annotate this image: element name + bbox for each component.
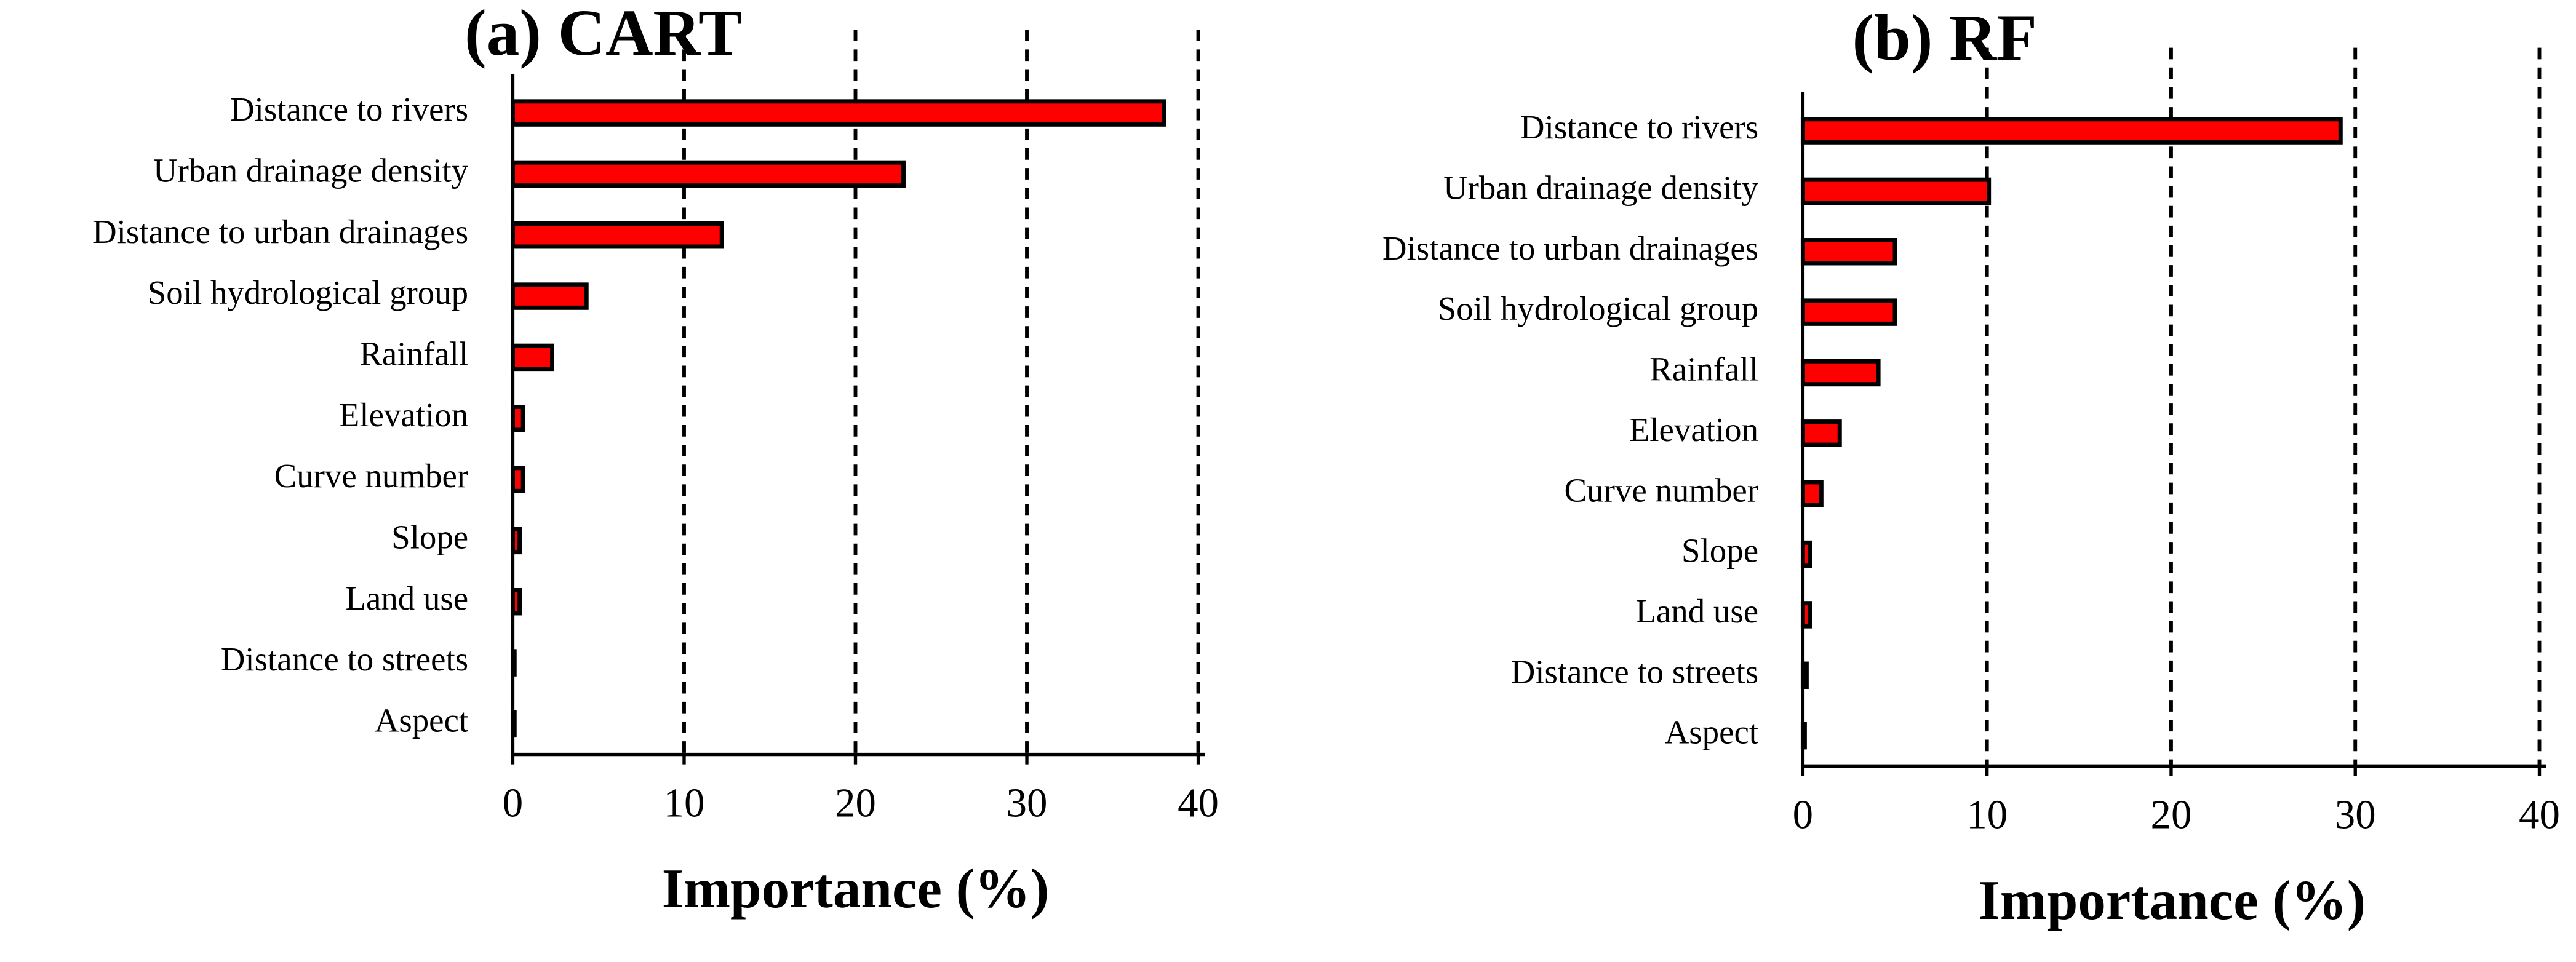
- y-tick-label: Distance to streets: [221, 640, 468, 678]
- bar: [510, 282, 589, 310]
- y-tick-label: Soil hydrological group: [1438, 290, 1758, 327]
- bar: [1800, 480, 1824, 507]
- bar: [1800, 601, 1812, 629]
- y-tick-label: Curve number: [1565, 471, 1759, 509]
- y-tick-label: Urban drainage density: [153, 151, 469, 189]
- y-tick-label: Land use: [345, 579, 468, 617]
- x-tick-label: 0: [1793, 792, 1813, 837]
- chart-title: (a) CART: [465, 0, 742, 70]
- bar: [1800, 540, 1812, 568]
- y-tick-label: Distance to urban drainages: [92, 213, 468, 250]
- y-tick-label: Distance to urban drainages: [1382, 229, 1758, 267]
- y-tick-label: Soil hydrological group: [148, 274, 468, 311]
- x-tick-label: 30: [1007, 781, 1048, 826]
- y-tick-label: Elevation: [1629, 411, 1758, 448]
- y-tick-label: Aspect: [375, 701, 468, 739]
- bar: [510, 405, 525, 432]
- chart-title: (b) RF: [1852, 2, 2036, 74]
- x-tick-label: 20: [2150, 792, 2191, 837]
- bar: [510, 466, 525, 493]
- bar: [1800, 359, 1881, 387]
- bar: [1800, 419, 1842, 447]
- bar: [1800, 298, 1897, 326]
- y-tick-label: Distance to rivers: [230, 90, 468, 128]
- x-tick-label: 40: [1178, 781, 1219, 826]
- y-tick-label: Distance to rivers: [1520, 108, 1758, 146]
- x-axis-label: Importance (%): [662, 857, 1050, 920]
- bar: [1800, 722, 1807, 750]
- y-tick-label: Rainfall: [1649, 351, 1758, 388]
- y-tick-label: Slope: [391, 518, 468, 555]
- y-tick-label: Elevation: [339, 396, 468, 434]
- bar: [510, 710, 517, 738]
- bar: [510, 160, 906, 188]
- x-tick-label: 0: [503, 781, 523, 826]
- bar: [1800, 177, 1992, 205]
- bar: [1800, 117, 2343, 145]
- bar: [510, 99, 1166, 127]
- bar: [510, 343, 555, 372]
- bar: [1800, 238, 1897, 266]
- y-tick-label: Land use: [1635, 592, 1758, 630]
- bar: [510, 588, 522, 616]
- x-tick-label: 40: [2519, 792, 2560, 837]
- x-axis-label: Importance (%): [1978, 869, 2366, 931]
- y-tick-label: Aspect: [1665, 714, 1758, 751]
- y-tick-label: Distance to streets: [1511, 653, 1758, 690]
- y-tick-label: Curve number: [274, 457, 469, 495]
- x-tick-label: 30: [2335, 792, 2376, 837]
- bar: [1800, 661, 1809, 689]
- x-tick-label: 10: [664, 781, 705, 826]
- bar: [510, 221, 724, 249]
- y-tick-label: Urban drainage density: [1443, 169, 1759, 206]
- x-tick-label: 20: [835, 781, 876, 826]
- y-tick-label: Slope: [1681, 532, 1758, 570]
- bar: [510, 649, 517, 677]
- bar: [510, 527, 522, 555]
- x-tick-label: 10: [1966, 792, 2008, 837]
- y-tick-label: Rainfall: [359, 335, 468, 372]
